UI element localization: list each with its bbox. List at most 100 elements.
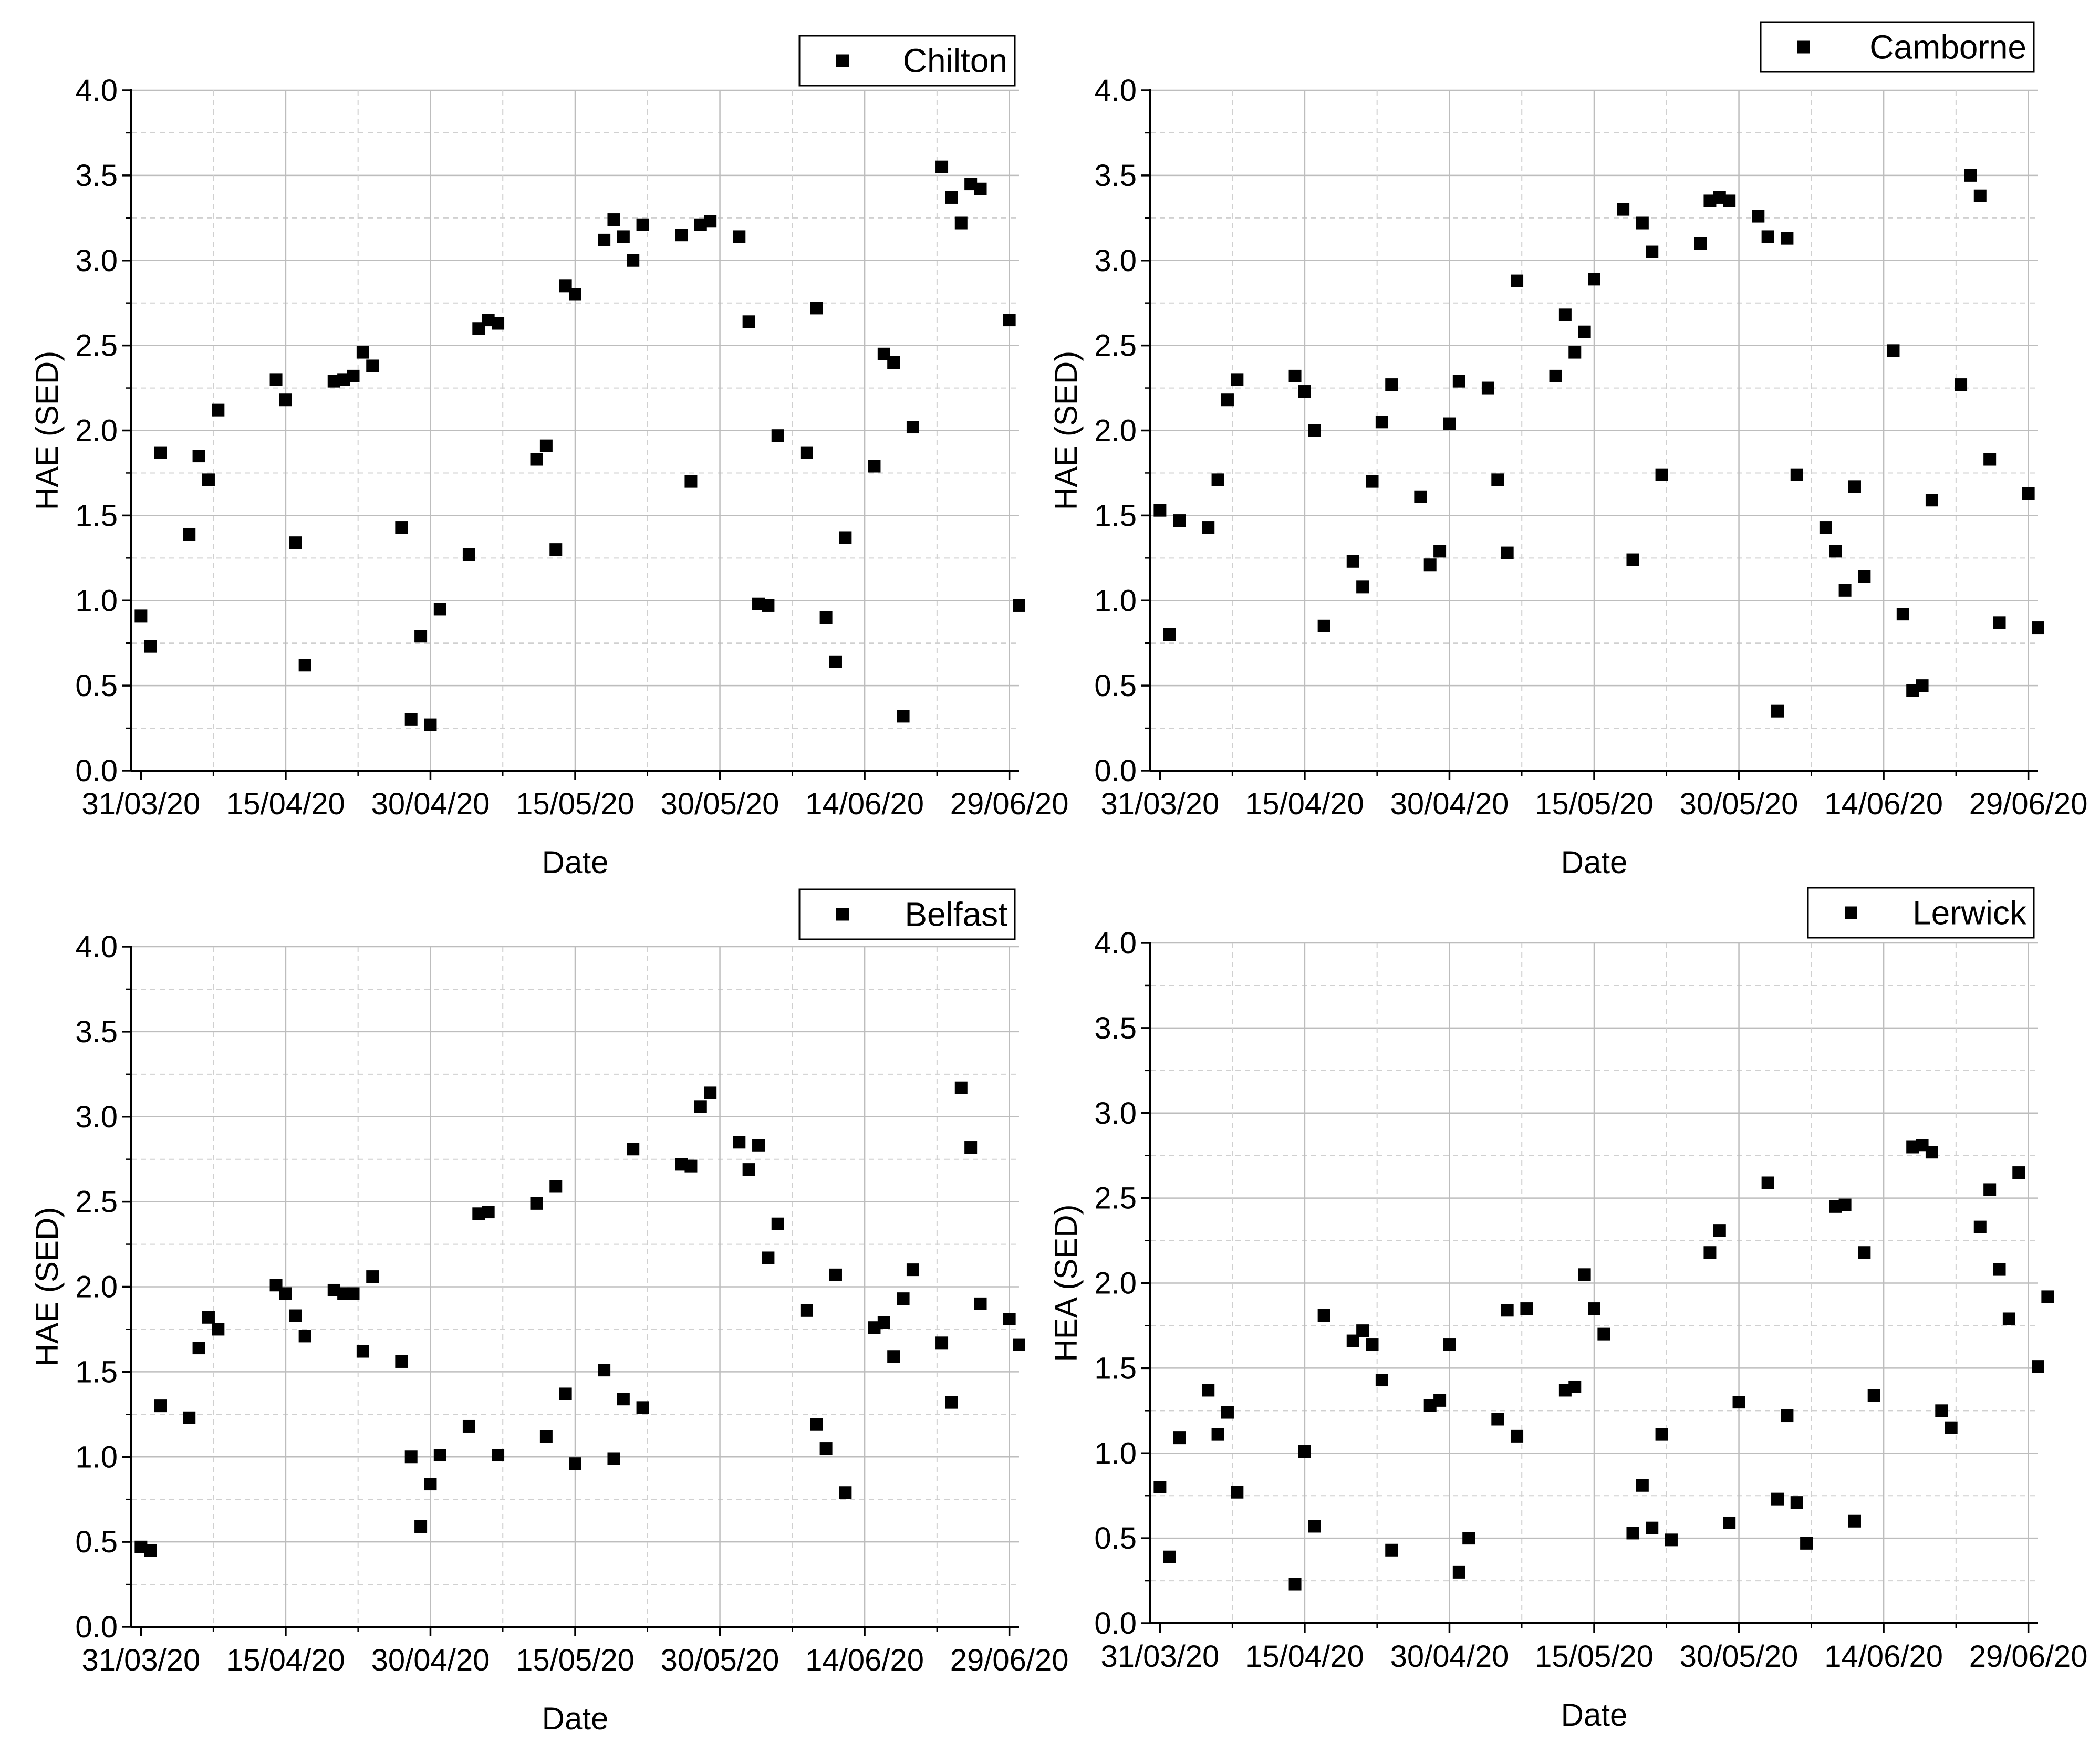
data-point [539, 439, 553, 452]
data-point [1308, 424, 1321, 437]
y-tick-label: 3.0 [1094, 1096, 1137, 1130]
data-point [1308, 1520, 1321, 1533]
data-point [1925, 1146, 1938, 1159]
data-point [1838, 1198, 1852, 1211]
data-point [269, 373, 283, 386]
data-point [1501, 1304, 1514, 1317]
x-tick-label: 30/04/20 [371, 787, 490, 821]
data-point [530, 453, 543, 466]
y-tick-label: 3.0 [1094, 244, 1137, 278]
x-tick-label: 15/04/20 [1245, 1640, 1364, 1674]
data-point [1829, 545, 1842, 558]
data-point [1568, 346, 1582, 359]
data-point [1636, 216, 1649, 230]
data-point [183, 527, 196, 541]
data-point [1003, 314, 1016, 327]
legend-label: Belfast [905, 896, 1007, 933]
x-tick-label: 14/06/20 [1824, 787, 1943, 821]
data-point [1163, 628, 1176, 641]
data-point [2002, 1312, 2015, 1325]
data-point [627, 1143, 640, 1156]
data-point [144, 640, 157, 653]
data-point [1443, 1338, 1456, 1351]
data-point [279, 393, 292, 407]
data-point [636, 218, 649, 231]
x-tick-label: 30/04/20 [1390, 787, 1509, 821]
data-point [1202, 1384, 1215, 1397]
data-point [954, 1081, 968, 1094]
data-point [366, 1270, 379, 1283]
x-tick-label: 31/03/20 [1100, 1640, 1219, 1674]
data-point [1414, 490, 1427, 503]
data-point [935, 1336, 949, 1350]
y-tick-label: 3.0 [75, 1100, 118, 1134]
data-point [1781, 1409, 1794, 1423]
x-tick-label: 15/05/20 [516, 1643, 635, 1677]
y-tick-label: 3.5 [75, 1015, 118, 1049]
data-point [1597, 1327, 1610, 1341]
data-point [2032, 1360, 2044, 1373]
x-tick-label: 14/06/20 [805, 787, 924, 821]
data-point [395, 521, 408, 534]
y-tick-label: 2.5 [1094, 329, 1137, 363]
data-point [617, 230, 630, 243]
data-point [1231, 1486, 1244, 1499]
data-point [617, 1393, 630, 1406]
data-point [424, 718, 437, 731]
y-tick-label: 1.5 [1094, 1351, 1137, 1385]
data-point [1013, 1338, 1025, 1351]
data-point [1153, 1481, 1167, 1493]
data-point [897, 710, 910, 723]
data-point [897, 1292, 910, 1305]
data-point [1771, 1492, 1784, 1506]
data-point [1452, 1565, 1465, 1579]
data-point [607, 1452, 620, 1465]
x-axis-title: Date [1561, 1697, 1628, 1732]
data-point [935, 160, 949, 173]
data-point [279, 1287, 292, 1300]
data-point [974, 1297, 987, 1310]
x-tick-label: 30/05/20 [1680, 1640, 1798, 1674]
data-point [1013, 599, 1025, 612]
data-point [1511, 1429, 1524, 1443]
y-tick-label: 0.0 [1094, 754, 1137, 788]
data-point [945, 191, 958, 204]
data-point [549, 1180, 563, 1193]
data-point [810, 1418, 823, 1431]
legend-box [798, 35, 1016, 87]
data-point [762, 599, 775, 612]
data-point [906, 1263, 919, 1277]
data-point [945, 1396, 958, 1409]
data-point [414, 1520, 428, 1533]
data-point [1858, 1246, 1871, 1259]
data-point [964, 1141, 978, 1154]
data-point [1955, 378, 1968, 391]
data-point [1221, 1406, 1234, 1419]
y-tick-label: 1.5 [1094, 499, 1137, 533]
data-point [810, 302, 823, 315]
data-point [462, 1419, 475, 1433]
legend-box [1760, 21, 2035, 73]
data-point [839, 1486, 852, 1499]
legend-box [798, 888, 1016, 940]
legend-marker [1797, 40, 1810, 54]
chart-panel-lerwick: 0.0 0.5 1.0 1.5 2.0 2.5 3.0 3.5 4.0 31/03/20 15/04… [1048, 887, 2088, 1732]
y-tick-label: 4.0 [75, 74, 118, 108]
y-tick-label: 3.5 [1094, 1011, 1137, 1045]
data-point [1211, 473, 1224, 486]
y-tick-label: 1.0 [1094, 1436, 1137, 1470]
data-point [598, 1364, 611, 1377]
y-tick-label: 2.0 [1094, 1267, 1137, 1301]
data-point [1385, 378, 1398, 391]
data-point [1781, 232, 1794, 245]
data-point [1317, 1309, 1330, 1322]
data-point [404, 713, 418, 726]
data-point [569, 288, 581, 301]
data-point [530, 1197, 543, 1210]
data-point [1298, 1445, 1311, 1458]
data-point [1848, 1514, 1861, 1528]
data-point [2012, 1166, 2025, 1179]
legend-marker [836, 54, 849, 67]
data-point [1153, 504, 1167, 517]
data-point [1317, 619, 1330, 632]
